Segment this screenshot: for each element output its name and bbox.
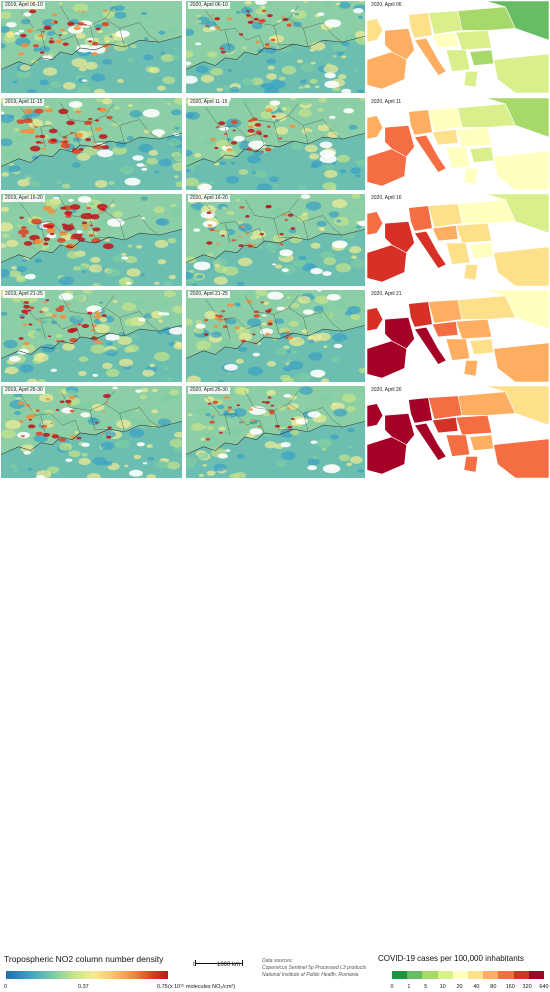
panel-date-label: 2019, April 06-10 bbox=[3, 2, 45, 9]
scale-label: 1000 km bbox=[217, 962, 241, 968]
covid-tick-label: 5 bbox=[424, 984, 428, 990]
covid-tick-label: 320 bbox=[522, 984, 532, 990]
panel-date-label: 2020, April 26-30 bbox=[188, 387, 230, 394]
covid-map: 2020, April 11 bbox=[366, 97, 550, 191]
no2-2020-map: 2020, April 26-30 bbox=[185, 385, 366, 479]
no2-2019-map: 2019, April 06-10 bbox=[0, 0, 183, 94]
covid-tick-label: 1 bbox=[407, 984, 411, 990]
panel-date-label: 2020, April 16 bbox=[369, 195, 404, 202]
covid-tick-label: 20 bbox=[456, 984, 463, 990]
covid-tick-label: 80 bbox=[490, 984, 497, 990]
no2-2020-map: 2020, April 06-10 bbox=[185, 0, 366, 94]
covid-color-swatch bbox=[528, 971, 545, 979]
covid-color-swatch bbox=[422, 971, 438, 979]
panel-date-label: 2020, April 11 bbox=[369, 99, 404, 106]
no2-2020-map: 2020, April 11-15 bbox=[185, 97, 366, 191]
covid-color-swatch bbox=[513, 971, 529, 979]
covid-map: 2020, April 06 bbox=[366, 0, 550, 94]
no2-2019-map: 2019, April 11-15 bbox=[0, 97, 183, 191]
scale-zero: 0 bbox=[193, 962, 197, 968]
no2-legend-title: Tropospheric NO2 column number density bbox=[4, 954, 164, 964]
sources-heading: Data sources: bbox=[262, 958, 293, 964]
covid-color-swatch bbox=[468, 971, 484, 979]
covid-tick-label: 40 bbox=[473, 984, 480, 990]
no2-colorbar bbox=[6, 971, 168, 979]
covid-legend-title: COVID-19 cases per 100,000 inhabitants bbox=[378, 954, 524, 963]
no2-tick-max: 0.75 bbox=[157, 984, 168, 990]
covid-tick-label: 160 bbox=[505, 984, 515, 990]
covid-map: 2020, April 16 bbox=[366, 193, 550, 287]
panel-date-label: 2019, April 21-25 bbox=[3, 291, 45, 298]
no2-2019-map: 2019, April 16-20 bbox=[0, 193, 183, 287]
panel-date-label: 2019, April 11-15 bbox=[3, 99, 45, 106]
no2-tick-mid: 0.37 bbox=[78, 984, 89, 990]
covid-color-swatch bbox=[437, 971, 453, 979]
no2-unit: (x 10¹⁵ molecules NO₂/cm²) bbox=[168, 984, 236, 990]
panel-date-label: 2020, April 21 bbox=[369, 291, 404, 298]
panel-date-label: 2020, April 06-10 bbox=[188, 2, 230, 9]
covid-tick-label: 640 bbox=[539, 984, 549, 990]
panel-date-label: 2019, April 26-30 bbox=[3, 387, 45, 394]
sources-line-2: National Institute of Public Health, Rom… bbox=[262, 972, 359, 978]
covid-color-swatch bbox=[498, 971, 514, 979]
covid-color-swatch bbox=[392, 971, 408, 979]
panel-date-label: 2020, April 26 bbox=[369, 387, 404, 394]
no2-2019-map: 2019, April 26-30 bbox=[0, 385, 183, 479]
covid-ticks: 0 1 5 10 20 40 80 160 320 640 bbox=[390, 984, 550, 992]
covid-color-swatch bbox=[483, 971, 499, 979]
panel-date-label: 2020, April 11-15 bbox=[188, 99, 230, 106]
covid-color-swatch bbox=[452, 971, 469, 979]
no2-tick-min: 0 bbox=[4, 984, 8, 990]
data-sources: Data sources: Copernicus Sentinel 5p Pro… bbox=[262, 958, 366, 979]
legend-area: Tropospheric NO2 column number density 0… bbox=[0, 476, 550, 990]
panel-date-label: 2020, April 16-20 bbox=[188, 195, 230, 202]
covid-tick-label: 0 bbox=[390, 984, 394, 990]
panel-date-label: 2019, April 16-20 bbox=[3, 195, 45, 202]
covid-tick-label: 10 bbox=[439, 984, 446, 990]
covid-map: 2020, April 26 bbox=[366, 385, 550, 479]
covid-map: 2020, April 21 bbox=[366, 289, 550, 383]
no2-2020-map: 2020, April 21-25 bbox=[185, 289, 366, 383]
panel-date-label: 2020, April 06 bbox=[369, 2, 404, 9]
panel-date-label: 2020, April 21-25 bbox=[188, 291, 230, 298]
sources-line-1: Copernicus Sentinel 5p Processed L3 prod… bbox=[262, 965, 367, 971]
covid-colorbar bbox=[392, 971, 545, 979]
covid-color-swatch bbox=[407, 971, 423, 979]
no2-2020-map: 2020, April 16-20 bbox=[185, 193, 366, 287]
no2-2019-map: 2019, April 21-25 bbox=[0, 289, 183, 383]
